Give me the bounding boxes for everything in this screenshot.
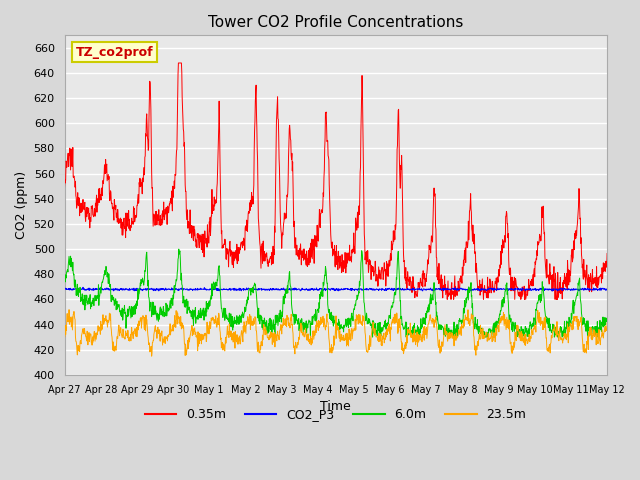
Text: TZ_co2prof: TZ_co2prof [76,46,153,59]
Title: Tower CO2 Profile Concentrations: Tower CO2 Profile Concentrations [208,15,463,30]
X-axis label: Time: Time [321,400,351,413]
Y-axis label: CO2 (ppm): CO2 (ppm) [15,171,28,239]
Legend: 0.35m, CO2_P3, 6.0m, 23.5m: 0.35m, CO2_P3, 6.0m, 23.5m [140,403,531,426]
